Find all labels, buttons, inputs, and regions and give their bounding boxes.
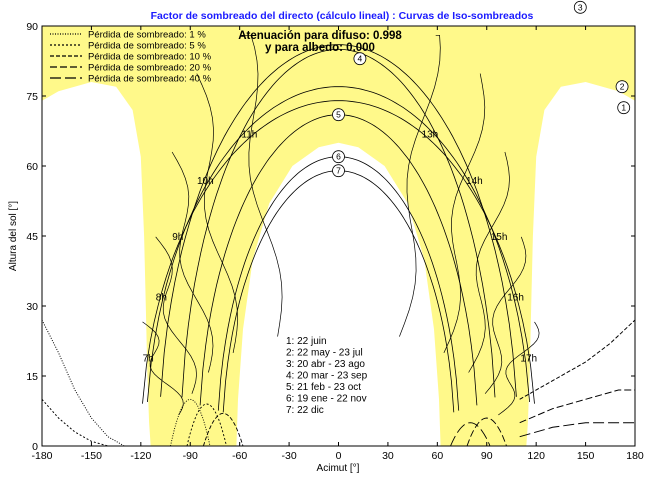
x-tick-label: 0	[336, 450, 342, 462]
sun-path-marker-5	[332, 108, 345, 122]
x-axis-label: Acimut [°]	[317, 463, 360, 474]
sun-path-marker-2	[615, 80, 629, 94]
x-tick-label: 180	[626, 450, 644, 462]
x-tick-label: -60	[232, 450, 247, 462]
sun-path-marker-label: 4	[358, 54, 363, 64]
hour-line-11h	[241, 34, 283, 337]
hour-lines: 7h 8h 9h 10h 11h 13h 14h 15h 16h 17h	[142, 34, 540, 416]
sun-path-3	[160, 44, 517, 397]
iso-legend-label: Pérdida de sombreado: 1 %	[88, 30, 206, 41]
date-legend-item: 6: 19 ene - 22 nov	[286, 394, 367, 405]
hour-label: 8h	[156, 293, 167, 304]
x-axis-ticks: -180 -150 -120 -90 -60 -30 0 30 60 90 120 150 180	[31, 26, 644, 462]
x-tick-label: 150	[577, 450, 595, 462]
hour-label: 13h	[422, 129, 439, 140]
date-legend-item: 3: 20 abr - 23 ago	[286, 359, 365, 370]
date-legend-item: 7: 22 dic	[286, 405, 324, 416]
hour-label: 17h	[520, 353, 537, 364]
hour-label: 9h	[172, 232, 183, 243]
date-legend-item: 5: 21 feb - 23 oct	[286, 382, 361, 393]
x-tick-label: -30	[281, 450, 296, 462]
hour-line-16h	[484, 236, 527, 394]
iso-legend-label: Pérdida de sombreado: 5 %	[88, 41, 206, 52]
x-tick-label: 60	[431, 450, 443, 462]
x-tick-label: 120	[527, 450, 545, 462]
hour-label: 10h	[197, 176, 214, 187]
hour-label: 14h	[466, 176, 483, 187]
y-tick-label: 30	[26, 301, 38, 313]
iso-curve	[519, 389, 635, 424]
sun-path-marker-4	[353, 52, 367, 66]
iso-curve	[41, 398, 109, 447]
y-tick-label: 45	[26, 231, 38, 243]
sun-path-marker-label: 6	[336, 152, 341, 162]
sun-path-labels: 1 2 3 4 5 6 7	[332, 0, 631, 178]
hour-line-9h	[171, 151, 214, 373]
hour-line-14h	[443, 73, 486, 354]
shaded-region	[42, 26, 635, 446]
y-tick-label: 15	[26, 371, 38, 383]
sun-path-marker-label: 5	[336, 110, 341, 120]
hour-line-13h	[399, 34, 441, 337]
x-tick-label: -120	[130, 450, 151, 462]
chart-title: Factor de sombreado del directo (cálculo…	[151, 10, 534, 22]
date-legend-item: 4: 20 mar - 23 sep	[286, 371, 368, 382]
iso-curve	[466, 417, 507, 447]
iso-shading-curves	[41, 319, 636, 447]
date-legend-item: 1: 22 juin	[286, 336, 327, 347]
iso-legend-label: Pérdida de sombreado: 10 %	[88, 52, 212, 63]
sun-path-marker-3	[573, 0, 587, 14]
attenuation-diffuse: Atenuación para difuso: 0.998	[238, 30, 402, 42]
sun-path-marker-label: 7	[336, 166, 341, 176]
iso-legend-label: Pérdida de sombreado: 40 %	[88, 74, 212, 85]
hour-label: 15h	[491, 232, 508, 243]
iso-curve	[202, 412, 244, 447]
y-tick-label: 75	[26, 91, 38, 103]
iso-curve	[186, 403, 227, 447]
x-tick-label: -180	[31, 450, 52, 462]
iso-legend: Pérdida de sombreado: 1 %Pérdida de somb…	[50, 30, 212, 85]
hour-line-7h	[142, 321, 184, 416]
sun-path-marker-label: 1	[621, 103, 626, 113]
sun-path-1	[142, 100, 535, 404]
hour-line-8h	[155, 236, 197, 394]
x-tick-label: -150	[81, 450, 102, 462]
hour-label: 16h	[507, 293, 524, 304]
iso-curve	[41, 319, 125, 447]
sun-path-2	[147, 86, 530, 403]
hour-label: 7h	[143, 353, 154, 364]
iso-legend-label: Pérdida de sombreado: 20 %	[88, 63, 212, 74]
x-tick-label: -90	[183, 450, 198, 462]
iso-curve	[450, 422, 491, 447]
iso-curve	[519, 422, 635, 438]
y-tick-label: 60	[26, 161, 38, 173]
date-legend-item: 2: 22 may - 23 jul	[286, 348, 363, 359]
x-tick-label: 30	[382, 450, 394, 462]
sun-path-marker-6	[332, 150, 345, 164]
y-tick-label: 90	[26, 21, 38, 33]
sun-path-4	[181, 48, 496, 398]
sun-path-marker-label: 3	[578, 2, 583, 12]
hour-line-17h	[498, 321, 540, 416]
iso-curve	[170, 398, 211, 447]
sun-path-marker-1	[617, 101, 631, 115]
y-tick-label: 0	[32, 441, 38, 453]
hour-line-15h	[468, 151, 510, 373]
iso-curve	[519, 319, 636, 400]
hour-label: 11h	[241, 129, 257, 140]
x-tick-label: 90	[481, 450, 493, 462]
sun-path-marker-label: 2	[620, 82, 625, 92]
hour-line-10h	[196, 73, 239, 353]
y-axis-label: Altura del sol [°]	[8, 201, 19, 271]
shaded-area	[42, 26, 635, 446]
sun-path-marker-7	[332, 164, 345, 178]
attenuation-albedo: y para albedo: 0.000	[265, 42, 375, 54]
